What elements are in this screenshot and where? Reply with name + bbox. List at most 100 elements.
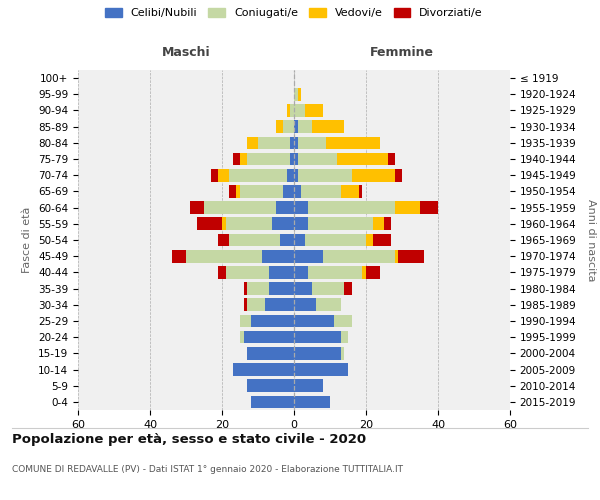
Bar: [222, 218, 226, 230]
Bar: [280, 234, 294, 246]
Bar: [247, 282, 269, 295]
Bar: [294, 136, 298, 149]
Bar: [298, 136, 326, 149]
Bar: [341, 185, 359, 198]
Bar: [294, 169, 298, 181]
Text: Femmine: Femmine: [370, 46, 434, 59]
Bar: [190, 202, 204, 214]
Bar: [244, 298, 247, 311]
Bar: [366, 234, 373, 246]
Bar: [294, 218, 308, 230]
Bar: [218, 234, 229, 246]
Bar: [290, 152, 294, 166]
Bar: [341, 331, 348, 344]
Bar: [218, 266, 226, 278]
Bar: [373, 234, 391, 246]
Bar: [337, 152, 388, 166]
Bar: [287, 169, 294, 181]
Legend: Celibi/Nubili, Coniugati/e, Vedovi/e, Divorziati/e: Celibi/Nubili, Coniugati/e, Vedovi/e, Di…: [105, 8, 483, 18]
Bar: [341, 347, 344, 360]
Y-axis label: Fasce di età: Fasce di età: [22, 207, 32, 273]
Bar: [312, 282, 344, 295]
Bar: [294, 152, 298, 166]
Bar: [294, 88, 298, 101]
Bar: [373, 218, 384, 230]
Bar: [294, 250, 323, 262]
Bar: [283, 120, 294, 133]
Bar: [334, 314, 352, 328]
Bar: [240, 185, 283, 198]
Bar: [197, 218, 222, 230]
Bar: [229, 185, 236, 198]
Bar: [229, 169, 287, 181]
Bar: [265, 298, 294, 311]
Bar: [287, 104, 290, 117]
Bar: [258, 136, 290, 149]
Bar: [305, 104, 323, 117]
Bar: [308, 218, 373, 230]
Bar: [384, 218, 391, 230]
Y-axis label: Anni di nascita: Anni di nascita: [586, 198, 596, 281]
Bar: [269, 266, 294, 278]
Bar: [247, 347, 294, 360]
Bar: [283, 185, 294, 198]
Bar: [298, 169, 352, 181]
Bar: [244, 331, 294, 344]
Bar: [316, 298, 341, 311]
Bar: [240, 331, 244, 344]
Bar: [298, 152, 337, 166]
Bar: [290, 136, 294, 149]
Bar: [294, 347, 341, 360]
Bar: [226, 218, 272, 230]
Bar: [294, 266, 308, 278]
Bar: [240, 152, 247, 166]
Bar: [308, 266, 362, 278]
Bar: [294, 396, 330, 408]
Bar: [251, 396, 294, 408]
Bar: [294, 363, 348, 376]
Text: Popolazione per età, sesso e stato civile - 2020: Popolazione per età, sesso e stato civil…: [12, 432, 366, 446]
Bar: [294, 202, 308, 214]
Bar: [294, 282, 312, 295]
Bar: [352, 169, 395, 181]
Bar: [395, 250, 398, 262]
Bar: [305, 234, 366, 246]
Bar: [294, 314, 334, 328]
Bar: [247, 136, 258, 149]
Bar: [229, 234, 280, 246]
Bar: [251, 314, 294, 328]
Bar: [362, 266, 366, 278]
Bar: [204, 202, 276, 214]
Bar: [172, 250, 186, 262]
Bar: [298, 88, 301, 101]
Bar: [240, 314, 251, 328]
Text: Maschi: Maschi: [161, 46, 211, 59]
Bar: [211, 169, 218, 181]
Bar: [262, 250, 294, 262]
Bar: [388, 152, 395, 166]
Bar: [247, 380, 294, 392]
Bar: [398, 250, 424, 262]
Bar: [323, 250, 395, 262]
Bar: [276, 202, 294, 214]
Bar: [247, 298, 265, 311]
Bar: [226, 266, 269, 278]
Bar: [395, 202, 420, 214]
Bar: [233, 363, 294, 376]
Bar: [308, 202, 395, 214]
Bar: [294, 234, 305, 246]
Bar: [359, 185, 362, 198]
Text: COMUNE DI REDAVALLE (PV) - Dati ISTAT 1° gennaio 2020 - Elaborazione TUTTITALIA.: COMUNE DI REDAVALLE (PV) - Dati ISTAT 1°…: [12, 466, 403, 474]
Bar: [186, 250, 262, 262]
Bar: [298, 120, 312, 133]
Bar: [301, 185, 341, 198]
Bar: [294, 380, 323, 392]
Bar: [294, 120, 298, 133]
Bar: [244, 282, 247, 295]
Bar: [236, 185, 240, 198]
Bar: [272, 218, 294, 230]
Bar: [294, 104, 305, 117]
Bar: [233, 152, 240, 166]
Bar: [276, 120, 283, 133]
Bar: [218, 169, 229, 181]
